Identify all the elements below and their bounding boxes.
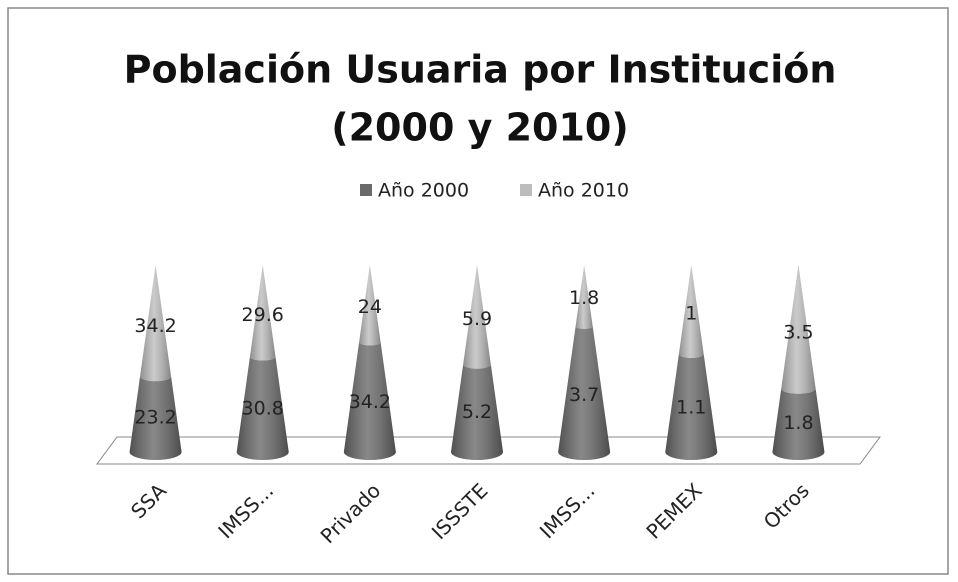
- legend-label: Año 2010: [538, 180, 629, 202]
- data-label: 1.8: [569, 287, 599, 309]
- data-label: 1.1: [676, 396, 706, 418]
- data-label: 34.2: [349, 391, 391, 413]
- data-label: 34.2: [134, 315, 176, 337]
- cone-shade: [558, 326, 611, 460]
- data-label: 1: [685, 302, 697, 324]
- cone-shade: [236, 356, 289, 460]
- data-label: 5.2: [462, 401, 492, 423]
- cone-shade: [249, 265, 276, 361]
- legend-swatch: [360, 184, 372, 196]
- legend-swatch: [520, 184, 532, 196]
- legend-label: Año 2000: [378, 180, 469, 202]
- cone-shade: [665, 354, 718, 460]
- data-label: 29.6: [242, 304, 284, 326]
- cone-shade: [451, 364, 503, 460]
- data-label: 3.5: [783, 321, 813, 343]
- cone-shade: [772, 388, 825, 460]
- data-label: 3.7: [569, 384, 599, 406]
- cone-shade: [781, 265, 816, 394]
- data-label: 23.2: [134, 406, 176, 428]
- cone-shade: [140, 265, 172, 382]
- cone-shade: [359, 265, 381, 346]
- data-label: 1.8: [783, 412, 813, 434]
- cone-shade: [129, 376, 182, 460]
- cone-shade: [463, 265, 491, 369]
- chart-title: Población Usuaria por Institución: [124, 48, 837, 92]
- cone-shade: [678, 265, 704, 358]
- chart-title: (2000 y 2010): [331, 106, 629, 150]
- cone-shade: [343, 342, 396, 460]
- data-label: 24: [358, 296, 382, 318]
- cone-shade: [575, 265, 593, 329]
- data-label: 5.9: [462, 308, 492, 330]
- data-label: 30.8: [242, 398, 284, 420]
